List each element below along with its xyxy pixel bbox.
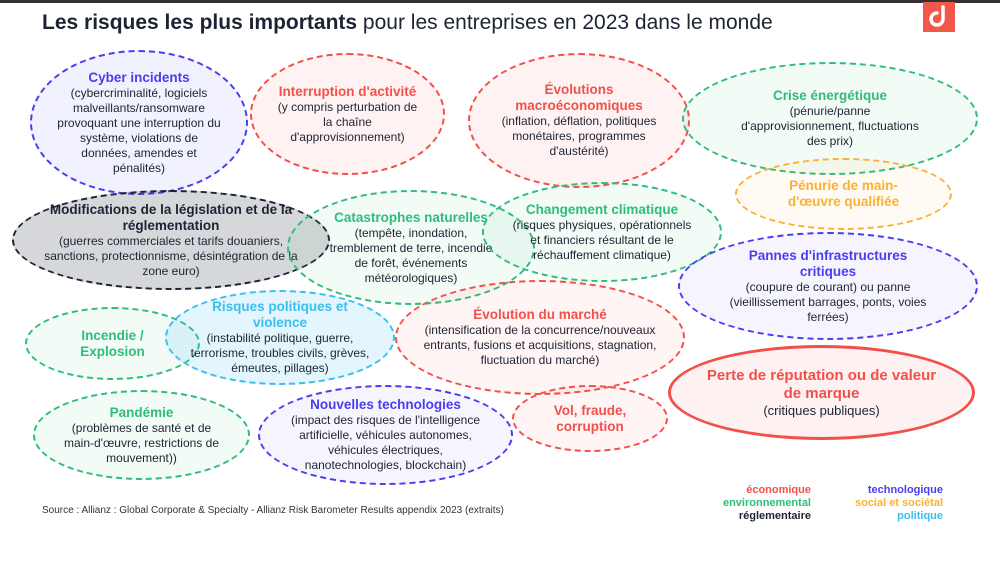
risk-name: Incendie / Explosion	[80, 327, 145, 359]
risk-name: Changement climatique	[525, 201, 679, 217]
risk-interruption-d-activite: Interruption d'activité (y compris pertur…	[250, 53, 445, 175]
legend-item-economique: économique	[746, 484, 811, 496]
risk-name: Crise énergétique	[772, 88, 888, 103]
legend-item-reglementaire: réglementaire	[738, 510, 811, 522]
top-border	[0, 0, 1000, 3]
risk-name: Catastrophes naturelles	[334, 209, 488, 225]
risk-name: Pannes d'infrastructures critiques	[748, 247, 908, 279]
risk-risques-politiques-et-violence: Risques politiques et violence (instabili…	[165, 290, 395, 385]
risk-description: (y compris perturbation de la chaîne d'a…	[277, 99, 418, 144]
risk-description: (inflation, déflation, politiques monéta…	[501, 114, 657, 158]
brand-logo-icon	[923, 2, 955, 32]
legend-left: économique environnemental réglementaire	[690, 484, 811, 523]
risk-description: (coupure de courant) ou panne (vieilliss…	[729, 279, 927, 324]
title-bold: Les risques les plus importants	[42, 11, 358, 34]
legend-item-technologique: technologique	[867, 484, 943, 496]
risk-name: Nouvelles technologies	[310, 397, 461, 412]
risk-name: Évolution du marché	[473, 307, 607, 322]
risk-changement-climatique: Changement climatique (risques physiques,…	[482, 182, 722, 282]
legend-right: technologique social et sociétal politique	[830, 484, 943, 523]
risk-name: Pénurie de main-d'œuvre qualifiée	[787, 178, 900, 209]
legend-item-politique: politique	[897, 510, 943, 522]
risk-name: Modifications de la législation et de la…	[49, 201, 293, 233]
risk-pe-nurie-de-main-d-uvre-qualifie-e: Pénurie de main-d'œuvre qualifiée	[735, 158, 952, 230]
risk-crise-e-nerge-tique: Crise énergétique (pénurie/panne d'approv…	[682, 62, 978, 175]
risk-description: (intensification de la concurrence/nouve…	[423, 323, 657, 367]
risk-nouvelles-technologies: Nouvelles technologies (impact des risque…	[258, 385, 513, 485]
risk-description: (problèmes de santé et de main-d'œuvre, …	[63, 420, 219, 465]
source-note: Source : Allianz : Global Corporate & Sp…	[42, 505, 504, 516]
risk-description: (guerres commerciales et tarifs douanier…	[44, 233, 298, 278]
risk-e-volutions-macroe-conomiques: Évolutions macroéconomiques (inflation, d…	[468, 53, 690, 188]
risk-name: Interruption d'activité	[278, 83, 417, 99]
risk-name: Cyber incidents	[88, 69, 190, 85]
risk-name: Vol, fraude, corruption	[553, 402, 627, 434]
legend-item-environnemental: environnemental	[722, 497, 811, 509]
risk-name: Perte de réputation ou de valeur de marq…	[706, 367, 937, 402]
title-rest: pour les entreprises en 2023 dans le mon…	[357, 11, 773, 34]
risk-name: Évolutions macroéconomiques	[515, 82, 643, 113]
risk-description: (cybercriminalité, logiciels malveillant…	[57, 85, 221, 175]
risk-name: Risques politiques et violence	[212, 299, 348, 330]
risk-modifications-de-la-le-gislation-et-de-la-re-glementation: Modifications de la législation et de la…	[12, 190, 330, 290]
risk-pande-mie: Pandémie (problèmes de santé et de main-d…	[33, 390, 250, 480]
risk-description: (tempête, inondation, tremblement de ter…	[329, 225, 493, 285]
risk-vol-fraude-corruption: Vol, fraude, corruption	[512, 385, 668, 452]
risk-pannes-d-infrastructures-critiques: Pannes d'infrastructures critiques (coupu…	[678, 232, 978, 340]
risk-description: (pénurie/panne d'approvisionnement, fluc…	[741, 104, 919, 148]
risk-name: Pandémie	[109, 404, 174, 420]
risk-description: (instabilité politique, guerre, terroris…	[190, 331, 370, 375]
risk-cyber-incidents: Cyber incidents (cybercriminalité, logici…	[30, 50, 248, 195]
risk-description: (risques physiques, opérationnels et fin…	[512, 217, 692, 262]
risk-description: (impact des risques de l'intelligence ar…	[290, 413, 481, 472]
risk-e-volution-du-marche: Évolution du marché (intensification de l…	[395, 280, 685, 395]
page-title: Les risques les plus importants pour les…	[42, 11, 773, 35]
risk-perte-de-re-putation-ou-de-valeur-de-marque: Perte de réputation ou de valeur de marq…	[668, 345, 975, 440]
legend-item-social: social et sociétal	[854, 497, 943, 509]
risk-description: (critiques publiques)	[763, 403, 880, 418]
